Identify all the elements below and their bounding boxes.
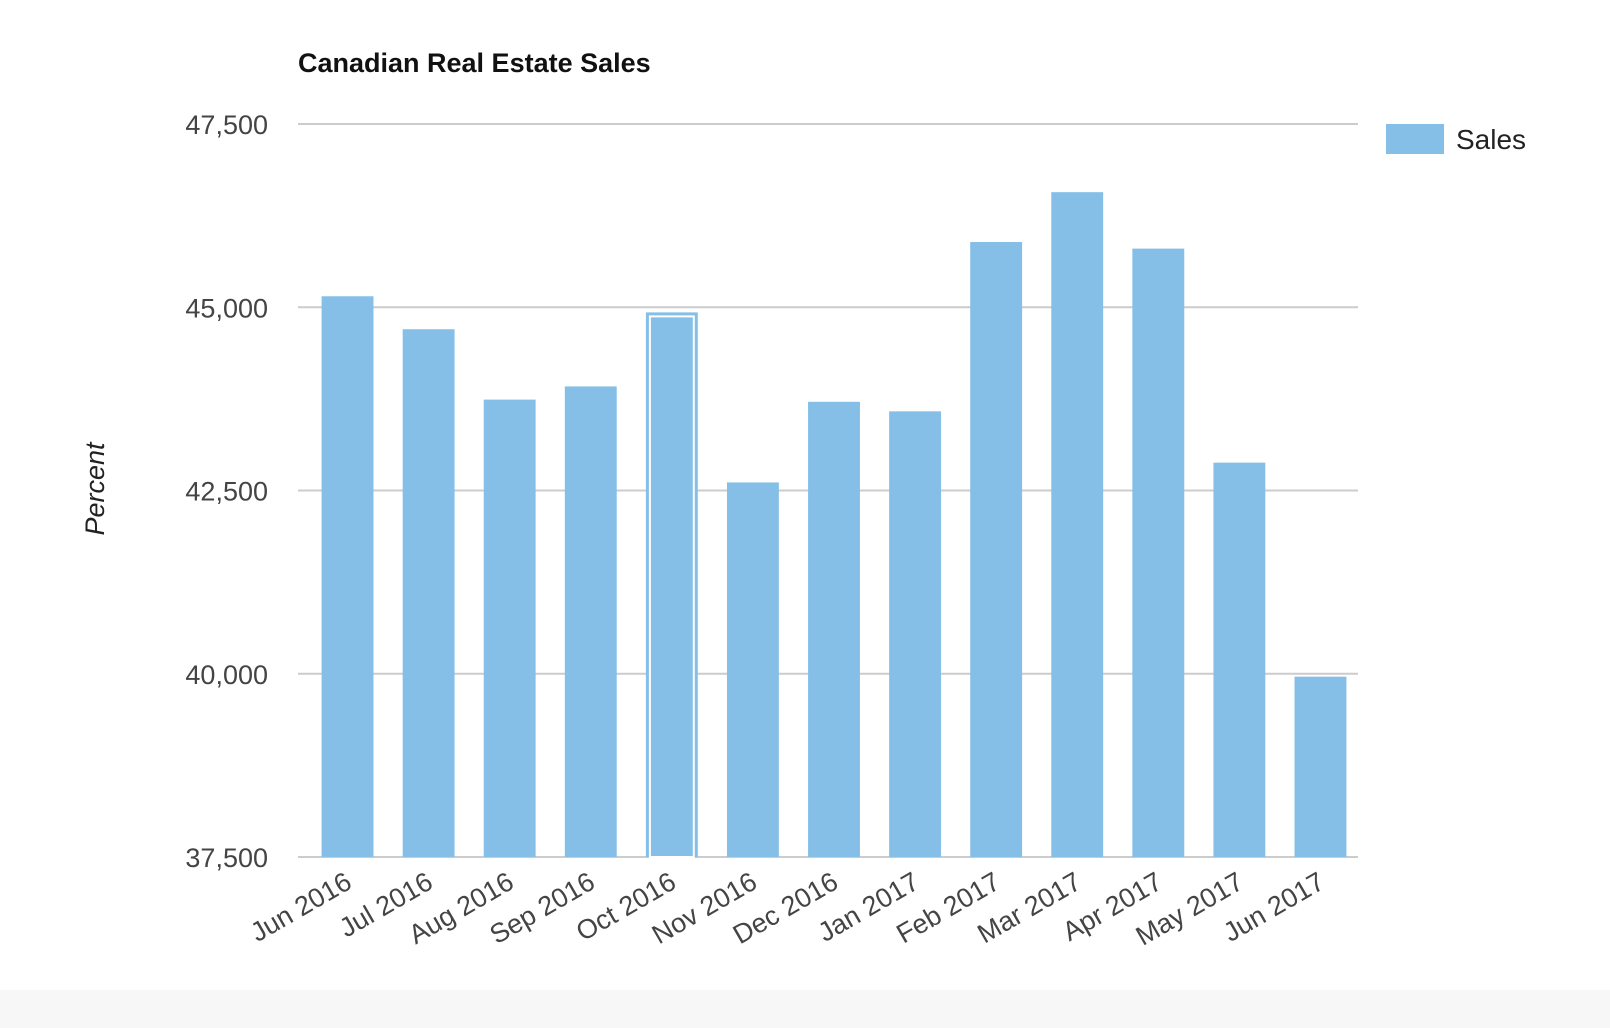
y-tick-label: 37,500 <box>185 843 268 873</box>
y-tick-label: 40,000 <box>185 660 268 690</box>
footer-band <box>0 990 1610 1028</box>
x-tick-label: Jun 2016 <box>245 866 356 948</box>
bar-dec-2016[interactable] <box>808 401 860 857</box>
bar-jul-2016[interactable] <box>402 329 455 857</box>
bar-nov-2016[interactable] <box>726 482 779 857</box>
bar-jun-2017[interactable] <box>1294 676 1347 857</box>
y-tick-label: 45,000 <box>185 293 268 323</box>
legend-swatch-sales <box>1386 124 1444 154</box>
bar-jan-2017[interactable] <box>889 411 942 857</box>
bar-sep-2016[interactable] <box>564 386 617 857</box>
bar-mar-2017[interactable] <box>1051 192 1104 857</box>
chart-title: Canadian Real Estate Sales <box>298 48 651 78</box>
bars <box>321 192 1347 859</box>
y-axis-title: Percent <box>80 441 110 536</box>
bar-aug-2016[interactable] <box>483 399 536 857</box>
bar-jun-2016[interactable] <box>321 296 374 857</box>
legend: Sales <box>1386 124 1526 155</box>
bar-feb-2017[interactable] <box>970 242 1023 857</box>
bar-oct-2016[interactable] <box>645 312 698 858</box>
legend-label-sales: Sales <box>1456 124 1526 155</box>
bar-may-2017[interactable] <box>1213 462 1266 857</box>
bar-highlight-outline <box>648 315 695 859</box>
y-tick-label: 42,500 <box>185 477 268 507</box>
y-tick-label: 47,500 <box>185 110 268 140</box>
y-axis-tick-labels: 37,500 40,000 42,500 45,000 47,500 <box>185 110 268 873</box>
bar-apr-2017[interactable] <box>1132 248 1185 858</box>
